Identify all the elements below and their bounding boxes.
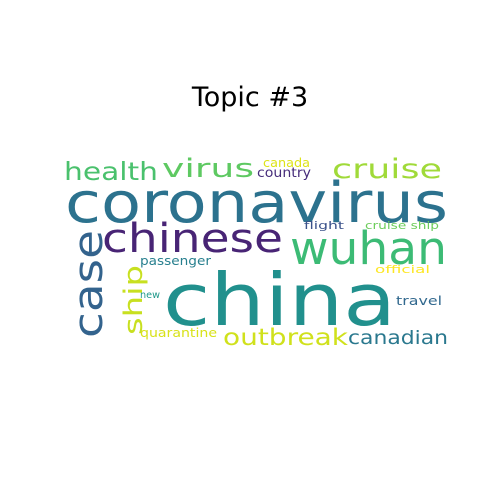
word-passenger: passenger [140,254,211,268]
word-canadian: canadian [348,327,448,349]
word-cruise-ship: cruise ship [365,219,439,232]
word-cruise: cruise [332,154,442,185]
word-travel: travel [396,294,442,308]
word-flight: flight [304,219,345,232]
word-virus: virus [162,154,254,184]
word-official: official [375,263,430,276]
word-canada: canada [263,156,310,170]
figure-title: Topic #3 [191,82,309,113]
word-new: new [140,290,160,301]
word-coronavirus: coronavirus [65,171,448,236]
word-ship: ship [119,265,149,335]
word-health: health [64,157,158,186]
word-outbreak: outbreak [223,325,349,350]
word-chinese: chinese [102,216,283,262]
word-china: china [163,258,396,342]
word-case: case [66,230,112,338]
word-country: country [257,166,311,181]
word-quarantine: quarantine [140,326,217,340]
word-wuhan: wuhan [290,222,447,275]
